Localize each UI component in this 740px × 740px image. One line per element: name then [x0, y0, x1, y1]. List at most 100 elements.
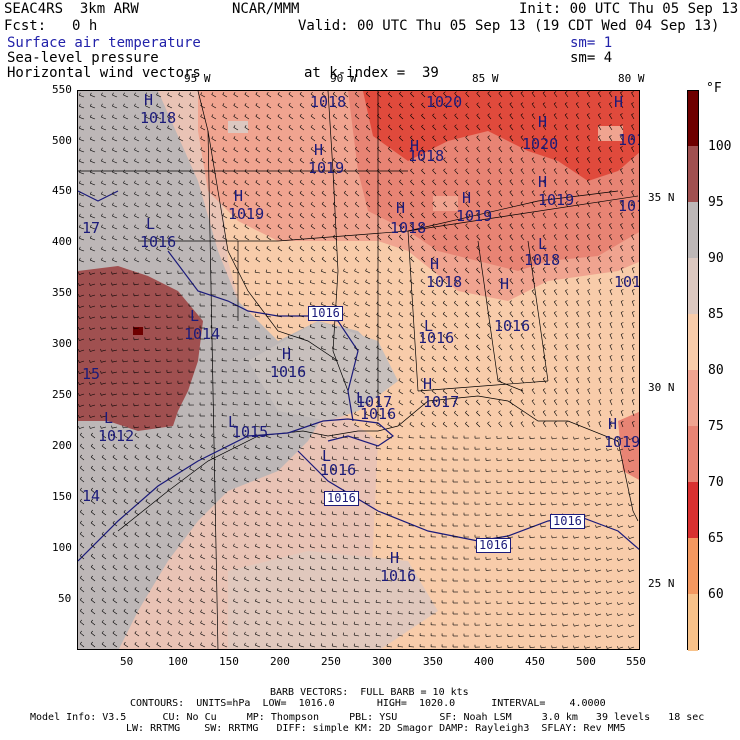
wind-barb-flag	[299, 168, 302, 172]
wind-barb	[598, 92, 602, 98]
wind-barb-flag	[90, 136, 92, 140]
wind-barb	[631, 334, 635, 340]
wind-barb-flag	[100, 271, 102, 275]
wind-barb-flag	[609, 377, 613, 379]
wind-barb	[387, 358, 393, 362]
wind-barb	[145, 149, 151, 153]
wind-barb-flag	[112, 224, 114, 228]
wind-barb	[233, 215, 239, 219]
wind-barb	[531, 257, 536, 263]
wind-barb-flag	[609, 190, 612, 193]
wind-barb-flag	[520, 168, 524, 171]
wind-barb	[101, 138, 107, 142]
wind-barb-flag	[554, 322, 557, 325]
wind-barb-flag	[343, 334, 345, 338]
wind-barb	[79, 404, 85, 407]
wind-barb-flag	[266, 235, 269, 238]
wind-barb-flag	[520, 234, 524, 237]
wind-barb	[498, 379, 503, 384]
wind-barb	[123, 272, 129, 275]
wind-barb-flag	[410, 113, 413, 116]
wind-barb	[243, 349, 250, 351]
wind-barb-flag	[564, 102, 568, 105]
wind-barb-flag	[564, 91, 568, 94]
wind-barb	[343, 424, 349, 428]
wind-barb-flag	[487, 157, 490, 160]
temperature-map: H 1018 1018 1020 H 1018 H 1020 H 1019 H …	[77, 90, 640, 650]
wind-barb-flag	[609, 124, 612, 127]
wind-barb	[609, 422, 613, 428]
wind-barb	[266, 258, 272, 263]
wind-barb	[377, 181, 382, 186]
wind-barb	[631, 411, 635, 417]
wind-barb	[332, 380, 338, 384]
wind-barb	[134, 116, 140, 120]
wind-barb-flag	[388, 223, 391, 226]
wind-barb	[343, 347, 349, 351]
wind-barb-flag	[498, 245, 501, 248]
wind-barb	[255, 370, 261, 373]
wind-barb-flag	[343, 124, 347, 128]
wind-barb-flag	[145, 246, 147, 250]
wind-barb	[178, 182, 184, 186]
wind-barb	[388, 258, 393, 263]
wind-barb	[343, 270, 349, 274]
wind-barb-flag	[354, 411, 356, 415]
wind-barb-flag	[123, 147, 125, 151]
wind-barb	[167, 160, 173, 164]
wind-barb-flag	[211, 180, 214, 183]
shade-100plus	[133, 327, 143, 335]
wind-barb	[332, 325, 338, 329]
wind-barb	[542, 378, 547, 384]
wind-barb-flag	[465, 289, 468, 292]
wind-barb-flag	[321, 179, 324, 183]
wind-barb-flag	[387, 411, 390, 414]
wind-barb-flag	[509, 355, 512, 358]
wind-barb	[531, 224, 536, 230]
wind-barb-flag	[542, 344, 546, 347]
wind-barb	[586, 180, 591, 186]
wind-barb	[553, 147, 558, 153]
wind-barb	[620, 312, 624, 318]
wind-barb-flag	[587, 388, 591, 390]
wind-barb	[520, 246, 525, 252]
wind-barb	[255, 138, 261, 142]
wind-barb	[255, 149, 261, 153]
wind-barb	[200, 171, 206, 175]
wind-barb	[233, 116, 239, 120]
wind-barb	[398, 402, 404, 406]
wind-barb	[321, 181, 327, 186]
wind-barb-flag	[587, 234, 590, 237]
wind-barb-flag	[343, 367, 345, 371]
wind-barb	[123, 338, 129, 341]
wind-barb	[155, 382, 162, 384]
wind-barb-flag	[620, 168, 623, 170]
wind-barb-flag	[520, 113, 524, 116]
wind-barb-flag	[454, 234, 457, 237]
wind-barb-flag	[377, 157, 380, 160]
wind-barb	[232, 338, 239, 340]
wind-barb	[332, 303, 338, 307]
wind-barb-flag	[354, 212, 358, 215]
wind-barb-flag	[123, 169, 125, 173]
wind-barb	[366, 203, 371, 208]
wind-barb-flag	[354, 201, 358, 204]
wind-barb	[155, 371, 162, 373]
wind-barb	[431, 357, 437, 362]
wind-barb-flag	[287, 269, 290, 272]
wind-barb-flag	[211, 158, 214, 161]
wind-barb	[531, 103, 536, 109]
wind-barb	[564, 191, 569, 197]
wind-barb-flag	[365, 411, 367, 414]
wind-barb-flag	[443, 102, 446, 105]
wind-barb	[366, 148, 371, 153]
wind-barb-flag	[598, 278, 602, 280]
wind-barb-flag	[609, 234, 612, 237]
wind-barb	[200, 105, 206, 109]
wind-barb	[299, 170, 305, 175]
wind-barb	[90, 94, 96, 98]
wind-barb	[609, 114, 613, 120]
wind-barb-flag	[476, 113, 479, 116]
wind-barb	[123, 127, 129, 131]
wind-barb-flag	[112, 191, 114, 195]
